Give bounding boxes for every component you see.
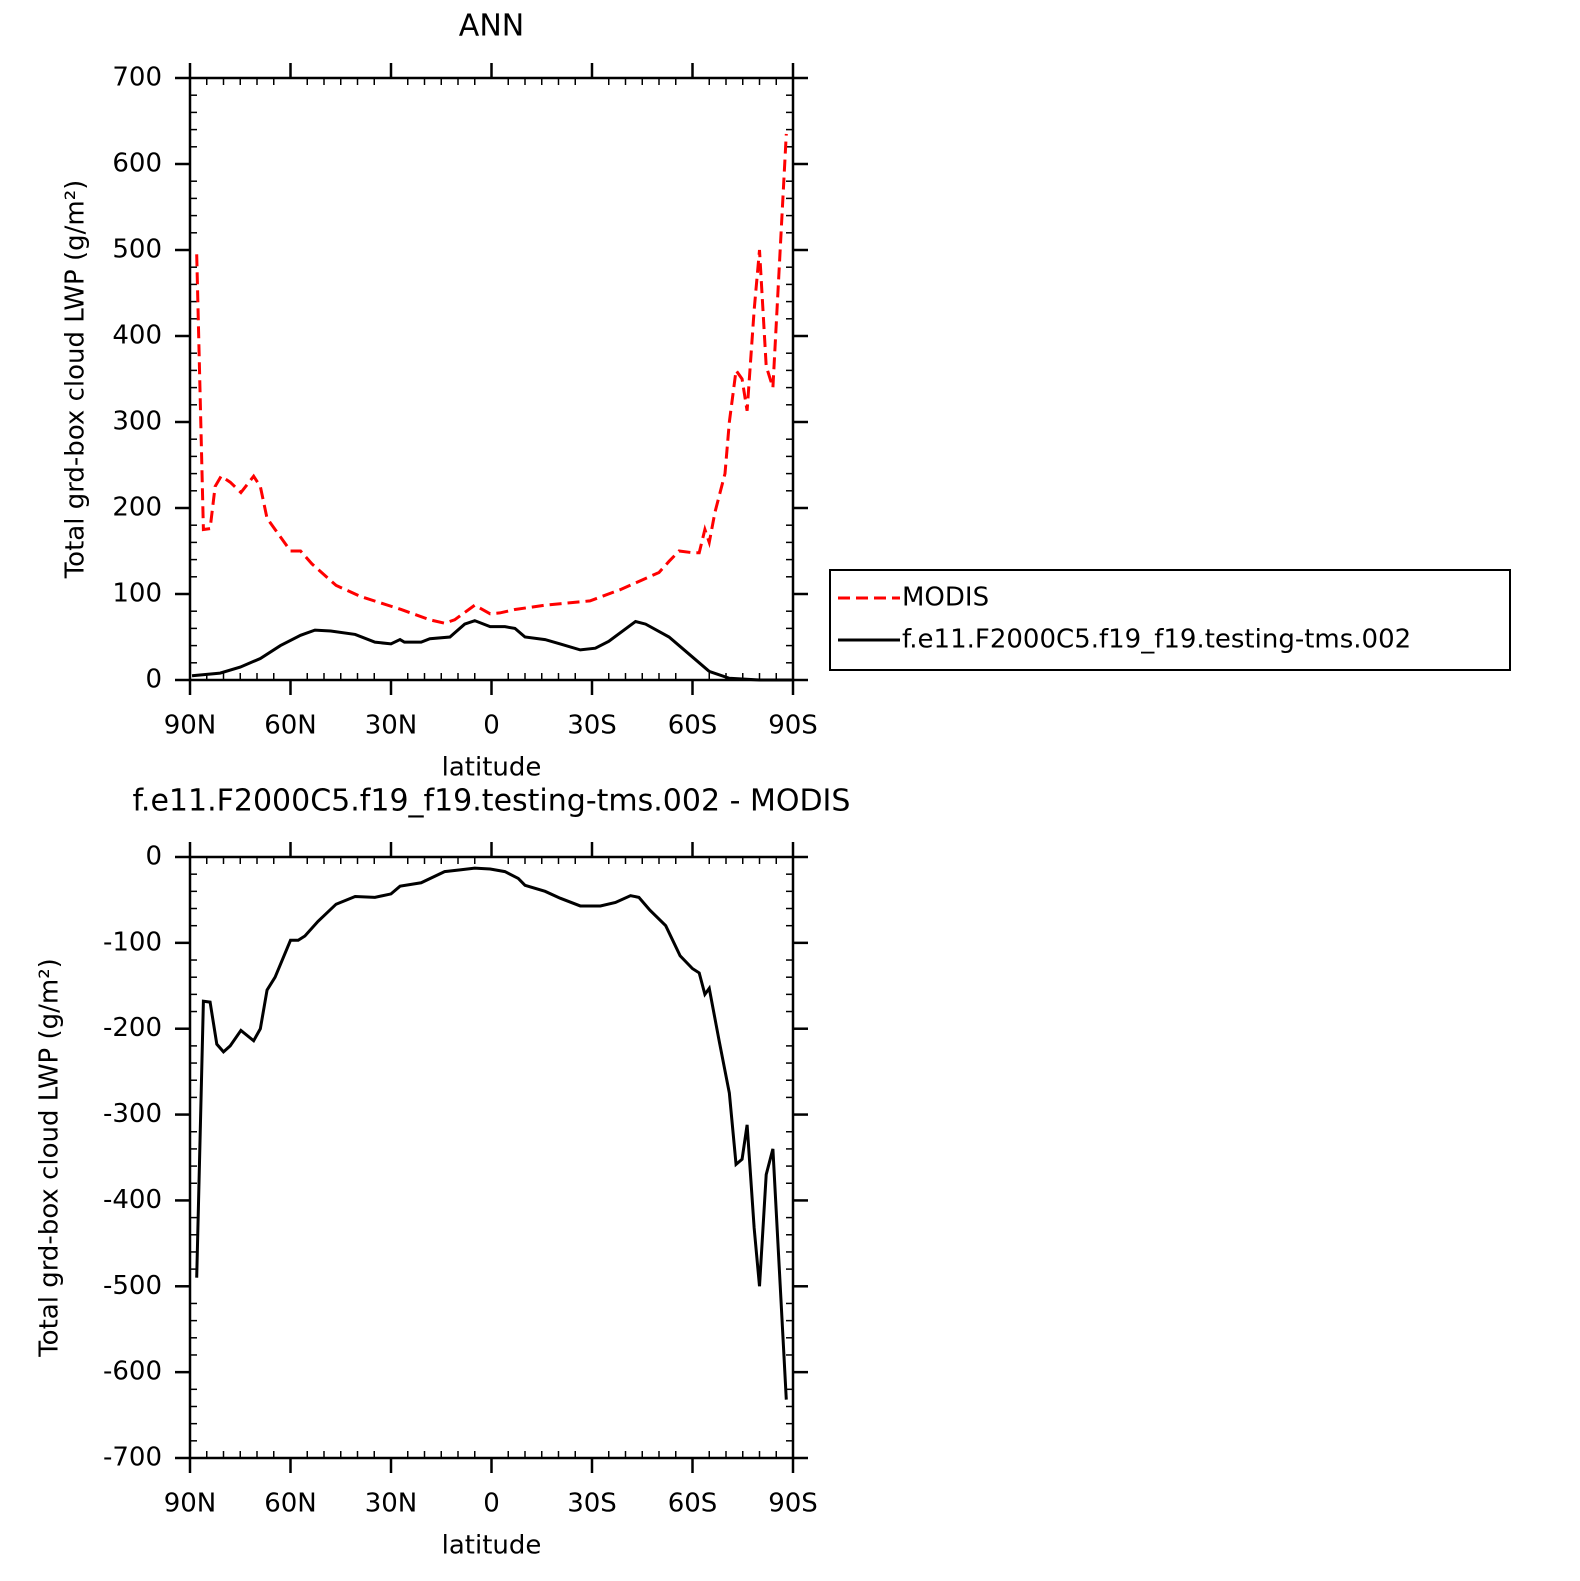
x-tick-label: 90N xyxy=(164,1489,217,1519)
y-tick-label: 300 xyxy=(112,407,162,437)
y-tick-label: 700 xyxy=(112,63,162,93)
y-tick-label: 0 xyxy=(145,842,162,872)
y-tick-label: -400 xyxy=(103,1185,162,1215)
y-tick-label: 0 xyxy=(145,665,162,695)
x-tick-label: 90S xyxy=(768,1489,818,1519)
x-tick-label: 30N xyxy=(365,1489,418,1519)
plot-frame xyxy=(188,855,795,1460)
y-tick-label: -200 xyxy=(103,1013,162,1043)
chart-title: ANN xyxy=(459,9,524,44)
y-tick-label: 100 xyxy=(112,579,162,609)
x-tick-label: 0 xyxy=(483,1489,500,1519)
y-tick-label: -100 xyxy=(103,927,162,957)
x-axis-label: latitude xyxy=(442,753,542,783)
y-tick-label: -500 xyxy=(103,1271,162,1301)
x-tick-label: 60S xyxy=(668,1489,718,1519)
legend-label: f.e11.F2000C5.f19_f19.testing-tms.002 xyxy=(902,625,1411,655)
y-tick-label: 400 xyxy=(112,321,162,351)
x-tick-label: 30S xyxy=(567,1489,617,1519)
y-tick-label: 500 xyxy=(112,235,162,265)
legend-label: MODIS xyxy=(902,583,989,613)
x-tick-label: 90S xyxy=(768,711,818,741)
y-axis-label: Total grd-box cloud LWP (g/m²) xyxy=(35,958,65,1358)
x-tick-label: 30N xyxy=(365,711,418,741)
y-tick-label: 200 xyxy=(112,493,162,523)
y-axis-label: Total grd-box cloud LWP (g/m²) xyxy=(61,180,91,580)
x-tick-label: 0 xyxy=(483,711,500,741)
x-tick-label: 60N xyxy=(264,711,317,741)
x-axis-label: latitude xyxy=(442,1531,542,1561)
y-tick-label: -700 xyxy=(103,1443,162,1473)
x-tick-label: 60N xyxy=(264,1489,317,1519)
chart-title: f.e11.F2000C5.f19_f19.testing-tms.002 - … xyxy=(133,784,851,819)
y-tick-label: -600 xyxy=(103,1357,162,1387)
y-tick-label: 600 xyxy=(112,149,162,179)
x-tick-label: 60S xyxy=(668,711,718,741)
legend-box xyxy=(829,569,1511,671)
data-line xyxy=(195,133,788,625)
y-tick-label: -300 xyxy=(103,1099,162,1129)
x-tick-label: 90N xyxy=(164,711,217,741)
data-line xyxy=(195,866,788,1400)
data-line xyxy=(191,619,792,682)
plot-frame xyxy=(188,76,795,682)
x-tick-label: 30S xyxy=(567,711,617,741)
